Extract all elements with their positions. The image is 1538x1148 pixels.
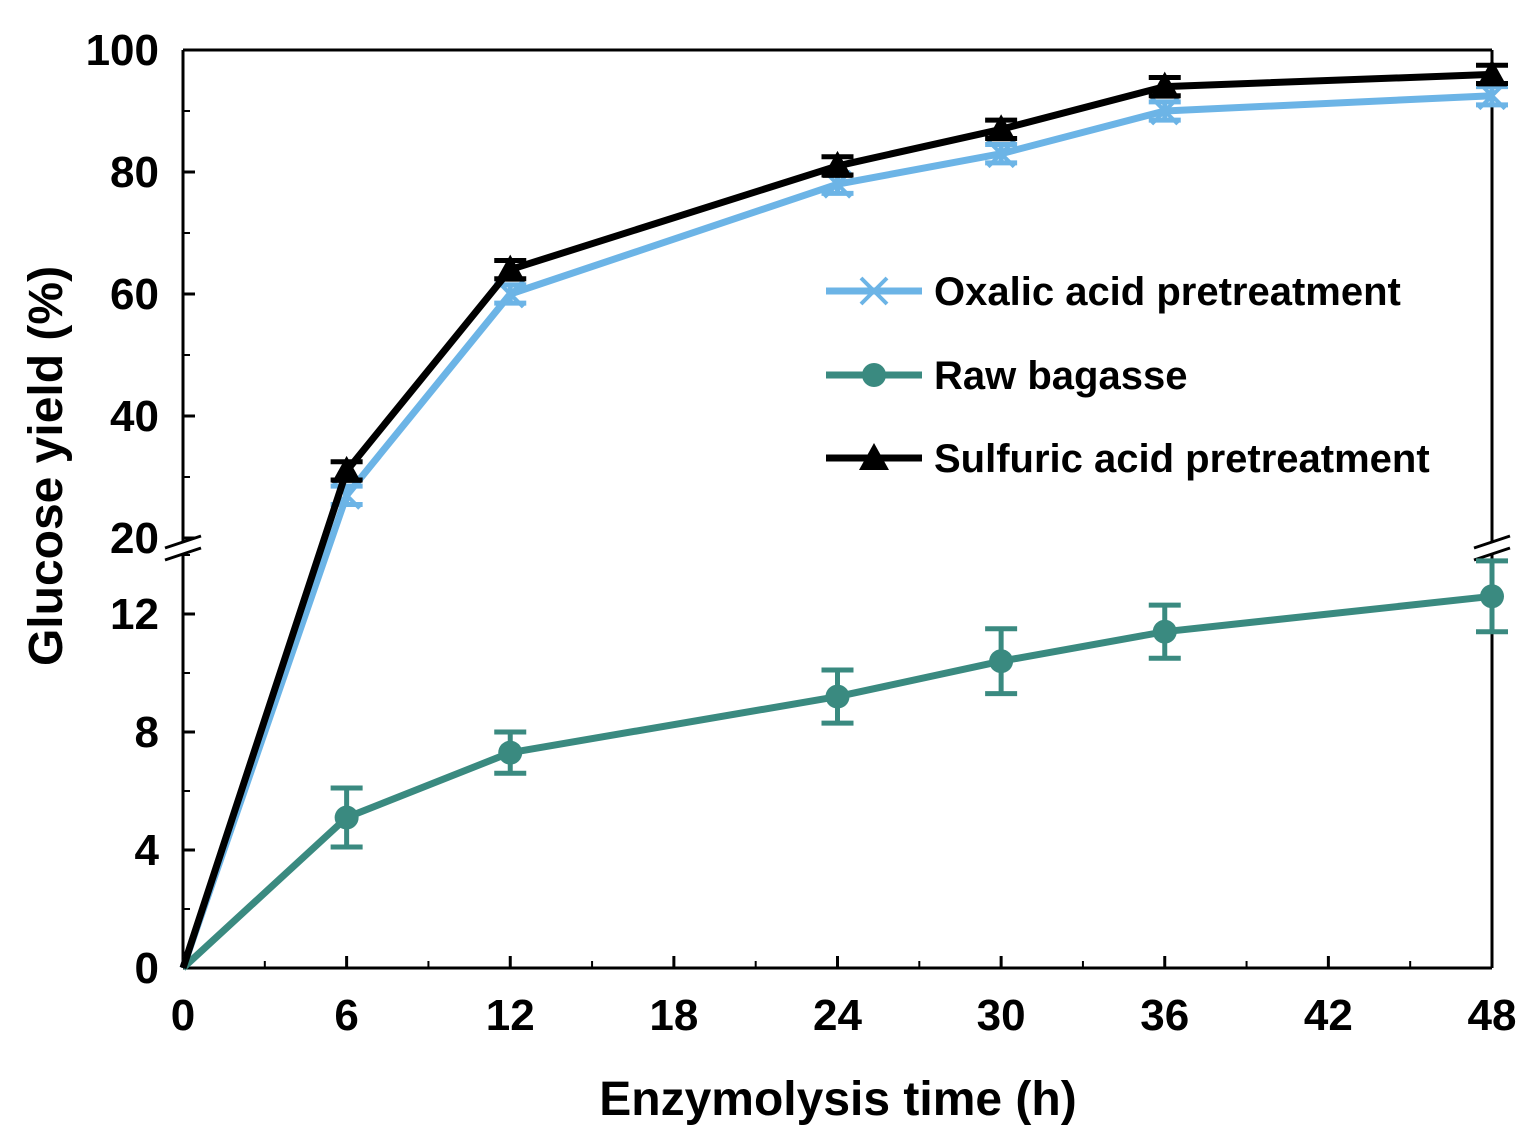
data-point — [1152, 619, 1177, 644]
legend-item: Sulfuric acid pretreatment — [826, 437, 1430, 481]
data-point — [825, 684, 850, 709]
data-point — [495, 254, 526, 282]
x-axis-title: Enzymolysis time (h) — [599, 1073, 1076, 1126]
series-raw-bagasse — [180, 558, 1508, 971]
legend-swatch-marker — [862, 363, 886, 387]
data-point — [1477, 81, 1507, 111]
series-line — [179, 92, 1493, 970]
legend: Oxalic acid pretreatment Raw bagasse Sulfu… — [826, 270, 1430, 481]
data-point — [986, 139, 1016, 169]
y-tick-label: 8 — [135, 708, 159, 757]
legend-item: Oxalic acid pretreatment — [826, 270, 1401, 314]
series-sulfuric-acid-pretreatment — [179, 59, 1508, 970]
x-tick-label: 12 — [486, 991, 535, 1040]
x-tick-label: 0 — [171, 991, 195, 1040]
x-tick-label: 48 — [1468, 991, 1517, 1040]
y-tick-label: 0 — [135, 944, 159, 993]
x-tick-label: 36 — [1140, 991, 1189, 1040]
y-tick-label: 80 — [110, 148, 159, 197]
data-point — [1480, 584, 1504, 609]
legend-label: Sulfuric acid pretreatment — [934, 437, 1430, 481]
y-tick-label: 20 — [110, 514, 159, 563]
y-tick-label: 60 — [110, 270, 159, 319]
data-point — [498, 740, 523, 765]
data-point — [334, 805, 359, 830]
series-line — [179, 70, 1493, 970]
data-point — [1149, 71, 1180, 99]
axis-break-slash — [1473, 546, 1511, 562]
axis-break-slash — [1473, 534, 1511, 550]
x-tick-label: 18 — [649, 991, 698, 1040]
legend-item: Raw bagasse — [826, 354, 1187, 398]
y-tick-label: 12 — [110, 590, 159, 639]
data-point — [989, 649, 1014, 674]
series-layer — [179, 59, 1508, 971]
data-point — [331, 455, 362, 483]
x-tick-label: 42 — [1304, 991, 1353, 1040]
y-axis-title: Glucose yield (%) — [20, 266, 73, 666]
data-point — [986, 114, 1017, 142]
y-tick-label: 4 — [135, 826, 160, 875]
legend-label: Raw bagasse — [934, 354, 1187, 398]
x-tick-label: 30 — [977, 991, 1026, 1040]
x-tick-label: 6 — [334, 991, 358, 1040]
data-point — [1150, 96, 1180, 126]
series-oxalic-acid-pretreatment — [179, 81, 1508, 970]
data-point — [822, 150, 853, 178]
y-tick-label: 100 — [86, 26, 159, 75]
legend-swatch-marker — [859, 276, 889, 306]
data-point — [1477, 59, 1507, 87]
y-tick-label: 40 — [110, 392, 159, 441]
x-tick-label: 24 — [813, 991, 862, 1040]
legend-label: Oxalic acid pretreatment — [934, 270, 1401, 314]
series-line — [180, 592, 1493, 971]
legend-swatch-marker — [859, 443, 889, 470]
